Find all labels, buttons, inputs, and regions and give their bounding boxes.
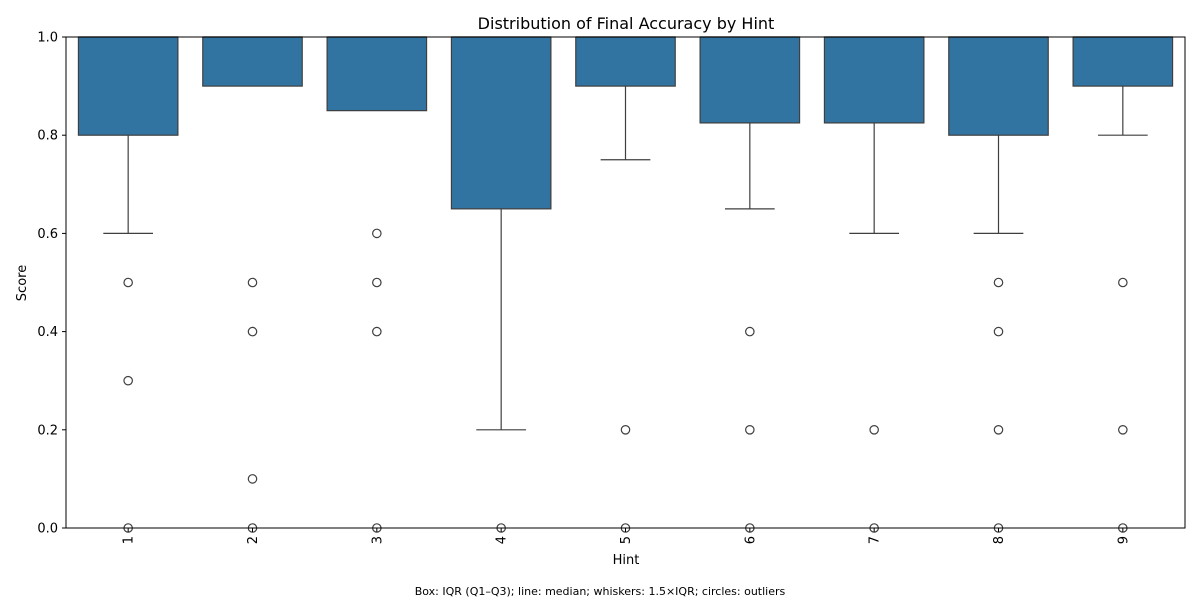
outlier-point xyxy=(372,277,382,288)
y-axis-label: Score xyxy=(15,265,30,301)
x-tick-label: 6 xyxy=(743,536,758,544)
y-tick-label: 0.2 xyxy=(37,423,58,438)
y-tick-label: 0.4 xyxy=(37,325,58,340)
x-axis-label: Hint xyxy=(613,553,640,568)
x-tick-label: 5 xyxy=(619,536,634,544)
outlier-point xyxy=(247,277,258,288)
x-tick-label: 4 xyxy=(495,536,510,544)
outlier-point xyxy=(745,326,755,337)
outlier-point xyxy=(123,277,133,288)
outlier-point xyxy=(993,326,1004,337)
y-tick-label: 1.0 xyxy=(37,31,58,46)
x-tick-label: 8 xyxy=(992,536,1007,544)
outlier-point xyxy=(869,424,879,435)
box-iqr xyxy=(1072,36,1174,87)
chart-title: Distribution of Final Accuracy by Hint xyxy=(478,14,775,33)
outlier-point xyxy=(1118,424,1128,435)
y-tick-label: 0.6 xyxy=(37,227,58,242)
y-tick-label: 0.8 xyxy=(37,129,58,144)
box-iqr xyxy=(77,36,179,136)
plot-frame xyxy=(65,36,1186,529)
box-iqr xyxy=(450,36,552,210)
y-tick-label: 0.0 xyxy=(37,522,58,537)
outlier-point xyxy=(247,326,258,337)
outlier-point xyxy=(745,424,755,435)
outlier-point xyxy=(372,326,382,337)
outlier-point xyxy=(247,474,258,484)
box-iqr xyxy=(948,36,1049,136)
outlier-point xyxy=(123,375,133,386)
x-tick-label: 7 xyxy=(868,536,883,544)
box-iqr xyxy=(202,36,303,87)
outlier-point xyxy=(372,228,382,239)
x-tick-label: 9 xyxy=(1116,536,1131,544)
chart-footnote: Box: IQR (Q1–Q3); line: median; whiskers… xyxy=(415,585,786,598)
x-tick-label: 3 xyxy=(370,536,385,544)
box-iqr xyxy=(575,36,676,87)
x-tick-label: 1 xyxy=(122,536,137,544)
plot-area: 0.0 0.2 0.4 0.6 0.8 1.0 1 2 3 4 5 6 7 8 9 xyxy=(37,31,1174,544)
outlier-point xyxy=(993,277,1004,288)
box-iqr xyxy=(699,36,801,124)
outlier-point xyxy=(993,424,1004,435)
box-iqr xyxy=(823,36,925,124)
outlier-point xyxy=(620,424,631,435)
outlier-point xyxy=(1118,277,1128,288)
box-iqr xyxy=(326,36,428,112)
x-tick-label: 2 xyxy=(246,536,261,544)
